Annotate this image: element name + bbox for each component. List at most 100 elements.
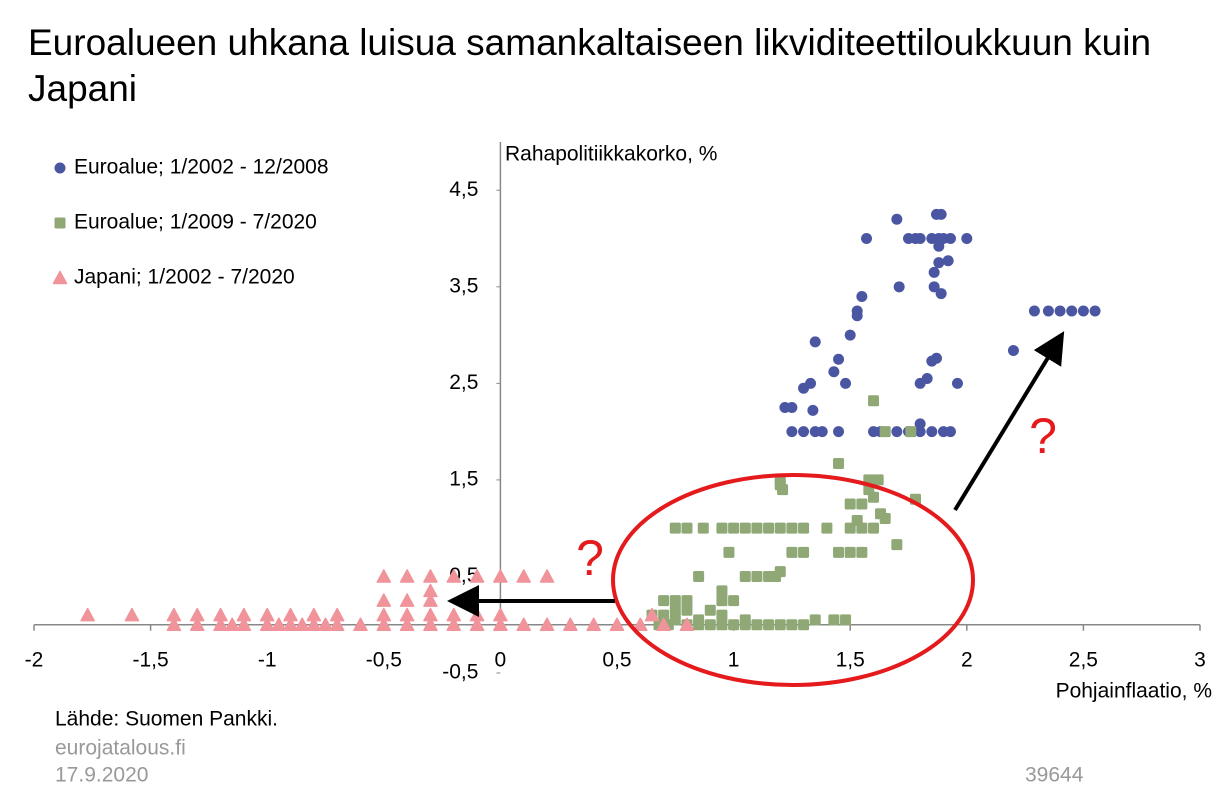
point (539, 617, 555, 631)
x-tick-label: 2 (961, 648, 973, 671)
x-tick-label: 0 (495, 648, 507, 671)
point (809, 614, 821, 626)
point (609, 617, 625, 631)
x-tick-label: 1 (728, 648, 740, 671)
x-tick-label: 0,5 (602, 648, 631, 671)
point (739, 570, 751, 582)
point (283, 617, 298, 631)
point (777, 484, 789, 496)
point (751, 522, 763, 534)
point (944, 426, 956, 438)
point (786, 546, 798, 558)
point (294, 617, 310, 631)
point (681, 604, 693, 616)
point (376, 569, 392, 583)
point (751, 570, 763, 582)
point (774, 619, 786, 631)
point (807, 404, 819, 416)
point (697, 522, 709, 534)
point (786, 619, 798, 631)
point (669, 522, 681, 534)
point (868, 395, 880, 407)
x-tick-label: 1,5 (836, 648, 865, 671)
x-tick-label: -0,5 (366, 648, 402, 671)
y-tick-label: 4,5 (449, 178, 478, 201)
point (844, 546, 856, 558)
point (376, 617, 392, 631)
point (704, 604, 716, 616)
point (679, 617, 695, 631)
date: 17.9.2020 (55, 764, 148, 787)
point (739, 619, 751, 631)
point (669, 604, 681, 616)
point (166, 617, 182, 631)
x-tick-label: 2,5 (1069, 648, 1098, 671)
legend-label: Euroalue; 1/2002 - 12/2008 (74, 156, 329, 179)
point (693, 570, 705, 582)
point (329, 617, 345, 631)
point (833, 426, 845, 438)
point (763, 522, 775, 534)
point (681, 595, 693, 607)
point (751, 619, 763, 631)
legend-label: Japani; 1/2002 - 7/2020 (74, 266, 295, 289)
point (961, 233, 973, 245)
chart-title: Euroalueen uhkana luisua samankaltaiseen… (28, 22, 1152, 109)
point (914, 426, 926, 438)
point (914, 418, 926, 430)
point (563, 617, 578, 631)
point (872, 474, 884, 486)
point (891, 426, 903, 438)
point (516, 569, 531, 583)
point (739, 522, 751, 534)
point (306, 617, 322, 631)
x-tick-label: -2 (25, 648, 44, 671)
y-tick-label: 1,5 (449, 467, 478, 490)
source: Lähde: Suomen Pankki. (55, 708, 278, 731)
site: eurojatalous.fi (55, 737, 186, 760)
point (856, 498, 868, 510)
point (1054, 305, 1066, 317)
point (774, 566, 786, 578)
x-tick-label: 3 (1194, 648, 1206, 671)
y-tick-label: 3,5 (449, 274, 478, 297)
point (723, 546, 735, 558)
point (658, 609, 670, 621)
annotation: ? (576, 530, 604, 586)
point (935, 288, 947, 300)
point (798, 619, 810, 631)
point (704, 619, 716, 631)
point (469, 617, 485, 631)
point (728, 619, 740, 631)
point (798, 522, 810, 534)
point (942, 255, 954, 267)
point (798, 382, 810, 394)
point (681, 522, 693, 534)
point (905, 426, 917, 438)
point (840, 614, 852, 626)
point (399, 617, 415, 631)
point (833, 353, 845, 365)
point (446, 569, 462, 583)
point (926, 355, 938, 367)
point (879, 426, 891, 438)
legend-marker (52, 270, 68, 285)
point (644, 607, 660, 622)
x-tick-label: -1 (258, 648, 277, 671)
arrow (953, 331, 1065, 512)
point (861, 233, 873, 245)
point (423, 583, 438, 598)
point (933, 240, 945, 252)
point (669, 595, 681, 607)
chart-id: 39644 (1025, 764, 1084, 787)
x-axis-title: Pohjainflaatio, % (1056, 680, 1212, 703)
point (921, 373, 933, 385)
plot: -2 -1,5 -1 -0,5 0 0,5 1 1,5 2 2,5 3-0,50,51,52,53,… (25, 142, 1206, 684)
point (376, 593, 392, 607)
point (798, 546, 810, 558)
point (944, 233, 956, 245)
point (633, 617, 648, 631)
highlight-ellipse (611, 473, 975, 687)
point (774, 522, 786, 534)
